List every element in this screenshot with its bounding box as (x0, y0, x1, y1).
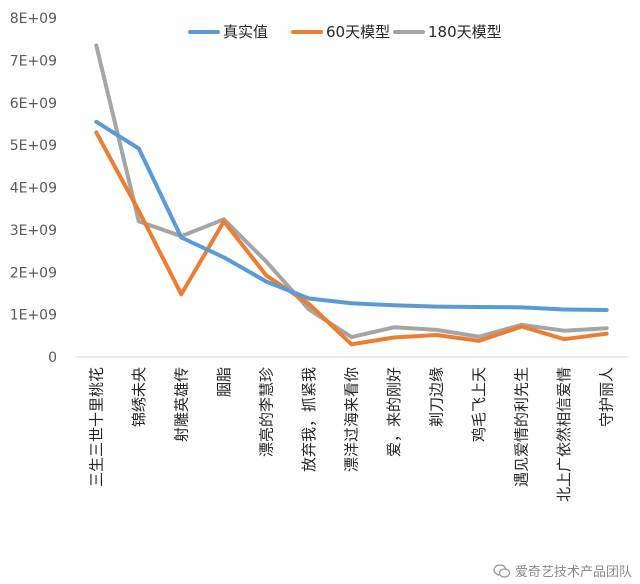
y-tick-label: 6E+09 (10, 96, 57, 112)
wechat-icon (493, 563, 511, 578)
series-layer (94, 43, 609, 347)
x-tick-label: 守护丽人 (598, 367, 616, 427)
x-tick-label: 漂洋过海来看你 (343, 367, 361, 472)
x-tick-label: 胭脂 (215, 367, 233, 397)
x-tick-label: 北上广依然相信爱情 (555, 367, 573, 502)
y-tick-label: 5E+09 (10, 138, 57, 154)
y-tick-label: 0 (48, 350, 57, 366)
series-line-2 (94, 43, 609, 340)
y-tick-label: 8E+09 (10, 11, 57, 27)
y-axis: 0 1E+09 2E+09 3E+09 4E+09 5E+09 6E+09 7E+09 8E+0… (10, 11, 57, 366)
y-tick-label: 4E+09 (10, 181, 57, 197)
x-tick-label: 剃刀边缘 (428, 367, 446, 427)
x-tick-label: 射雕英雄传 (172, 367, 190, 442)
legend-label: 60天模型 (326, 23, 390, 41)
y-tick-label: 2E+09 (10, 265, 57, 281)
x-tick-label: 三生三世十里桃花 (87, 367, 105, 487)
legend-label: 真实值 (223, 23, 268, 41)
series-line-1 (94, 130, 609, 347)
x-tick-label: 遇见爱情的利先生 (513, 367, 531, 487)
x-tick-label: 放弃我，抓紧我 (300, 367, 318, 472)
y-tick-label: 7E+09 (10, 53, 57, 69)
x-axis: 三生三世十里桃花 锦绣未央 射雕英雄传 胭脂 漂亮的李慧珍 放弃我，抓紧我 漂洋过海来看你 爱… (75, 356, 628, 502)
x-tick-label: 鸡毛飞上天 (470, 367, 488, 442)
legend-label: 180天模型 (428, 23, 502, 41)
y-tick-label: 3E+09 (10, 223, 57, 239)
x-tick-label: 爱，来的刚好 (385, 367, 403, 457)
x-tick-label: 漂亮的李慧珍 (257, 367, 275, 457)
watermark: 爱奇艺技术产品团队 (493, 561, 632, 580)
legend: 真实值 60天模型 180天模型 (188, 23, 502, 41)
watermark-text: 爱奇艺技术产品团队 (514, 565, 632, 580)
series-line-0 (94, 119, 609, 312)
y-tick-label: 1E+09 (10, 308, 57, 324)
x-tick-label: 锦绣未央 (130, 367, 148, 427)
